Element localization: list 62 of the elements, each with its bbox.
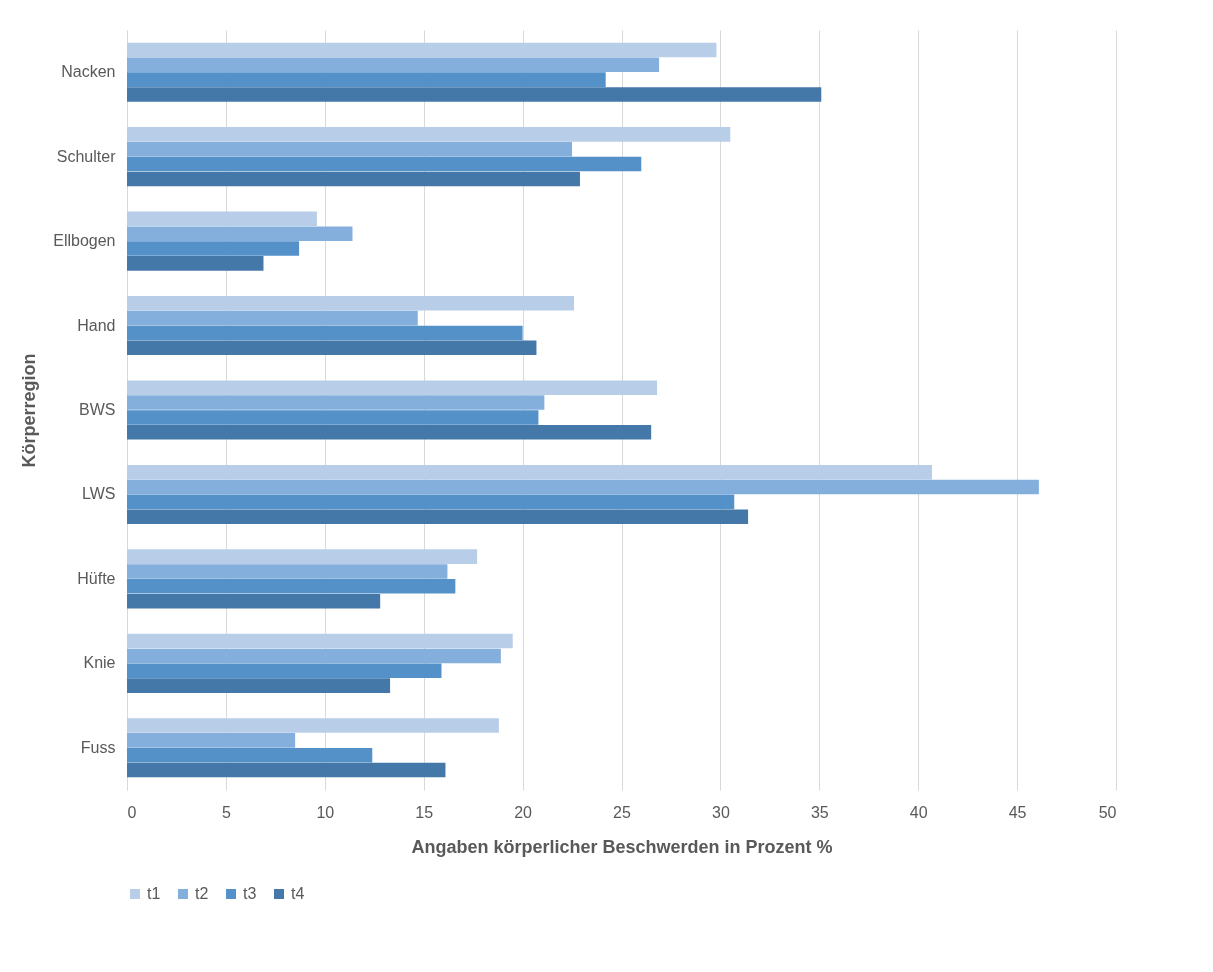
y-tick-label: Schulter (56, 147, 117, 165)
bar (127, 380, 658, 395)
bar (127, 425, 652, 440)
legend-label: t2 (195, 885, 209, 902)
y-tick-label: Hüfte (77, 569, 116, 587)
bar (127, 156, 642, 172)
bar (127, 72, 606, 87)
bar (127, 340, 537, 356)
x-axis-title: Angaben körperlicher Beschwerden in Prozent % (411, 836, 833, 857)
bar (127, 42, 717, 58)
y-tick-label: LWS (82, 485, 116, 503)
bar (127, 579, 456, 594)
bar (127, 663, 442, 679)
legend-label: t1 (147, 885, 161, 902)
bar (127, 310, 418, 326)
y-tick-label: Knie (83, 654, 116, 672)
bar (127, 464, 933, 480)
x-tick-label: 30 (712, 803, 730, 821)
bar (127, 410, 539, 425)
bar (127, 509, 749, 524)
x-tick-label: 50 (1098, 803, 1117, 821)
legend-label: t4 (291, 885, 305, 902)
x-tick-label: 40 (909, 803, 928, 821)
y-tick-label: Ellbogen (53, 232, 116, 250)
bar (127, 678, 391, 693)
bar (127, 395, 545, 410)
bar (127, 325, 523, 341)
bar (127, 241, 300, 256)
x-tick-label: 20 (514, 803, 533, 821)
y-tick-label: BWS (79, 401, 116, 418)
bar (127, 633, 513, 649)
bar (127, 479, 1039, 495)
y-tick-label: Nacken (61, 63, 116, 81)
bar (127, 564, 448, 579)
bar (127, 747, 373, 763)
bar (127, 87, 822, 102)
bar (127, 211, 317, 227)
bar (127, 593, 381, 609)
y-tick-label: Fuss (80, 738, 116, 756)
bar (127, 226, 353, 241)
x-tick-label: 15 (415, 803, 434, 821)
x-tick-label: 5 (221, 803, 231, 821)
bar (127, 733, 296, 748)
bar (127, 549, 478, 564)
bar (127, 718, 499, 733)
legend-label: t3 (243, 885, 257, 902)
bar (127, 296, 575, 311)
x-tick-label: 0 (127, 803, 137, 821)
x-tick-label: 45 (1008, 803, 1027, 821)
bar (127, 762, 446, 778)
bar (127, 256, 264, 271)
bar (127, 171, 580, 187)
bar (127, 57, 660, 73)
y-axis-title: Körperregion (19, 353, 40, 468)
bar (127, 648, 501, 664)
x-tick-label: 25 (613, 803, 631, 821)
bar (127, 494, 735, 510)
x-tick-label: 10 (316, 803, 335, 821)
y-tick-label: Hand (77, 316, 116, 334)
bar (127, 141, 573, 157)
bar (127, 127, 731, 142)
x-tick-label: 35 (810, 803, 829, 821)
